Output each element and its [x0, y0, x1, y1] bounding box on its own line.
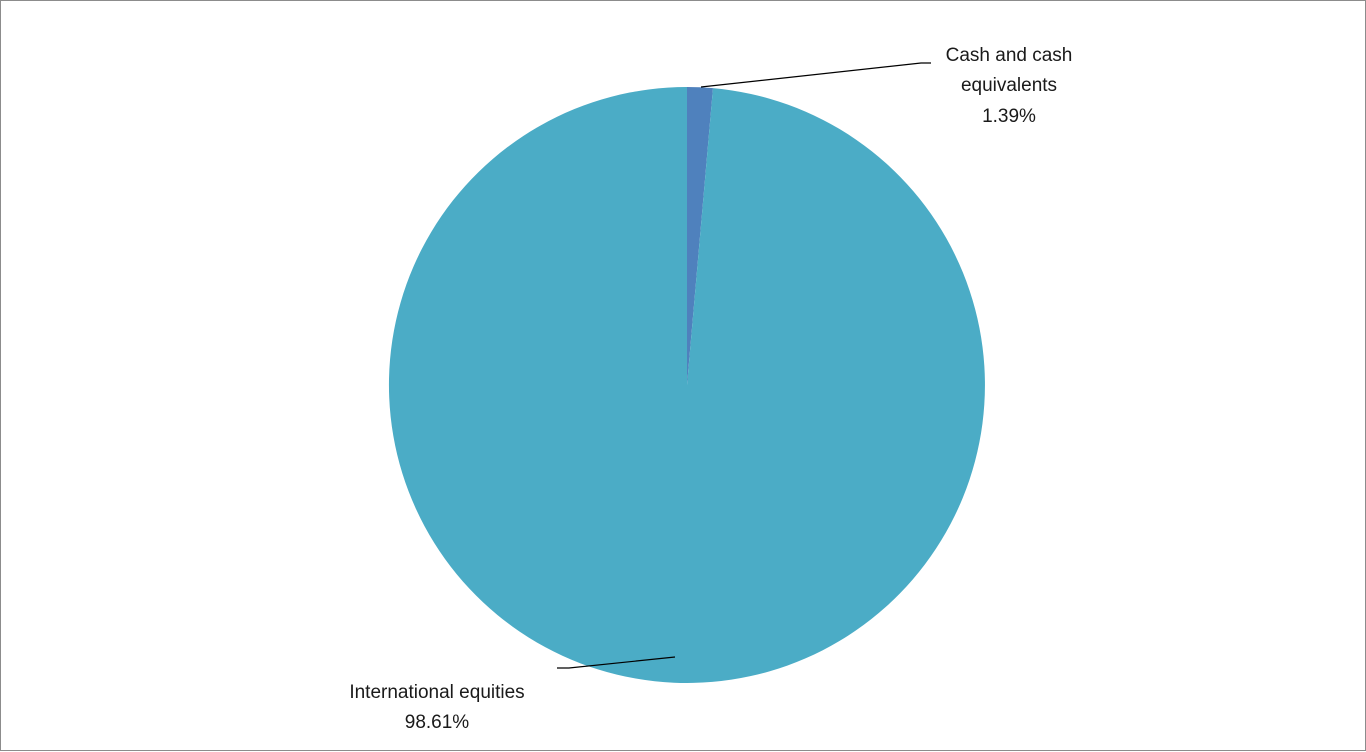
cash-label-line1: Cash and cash: [946, 45, 1073, 66]
data-labels: Cash and cash equivalents 1.39% Internat…: [349, 45, 1072, 733]
pie-slices: [388, 86, 985, 683]
equities-leader-line: [557, 656, 676, 669]
equities-label: International equities: [349, 682, 524, 703]
leader-lines: [557, 62, 931, 669]
pie-slice-0: [687, 87, 713, 385]
cash-label-line2: equivalents: [961, 75, 1057, 96]
equities-percent-label: 98.61%: [405, 712, 470, 733]
cash-percent-label: 1.39%: [982, 106, 1036, 127]
pie-slice-1: [388, 86, 985, 683]
cash-leader-line: [700, 62, 931, 88]
